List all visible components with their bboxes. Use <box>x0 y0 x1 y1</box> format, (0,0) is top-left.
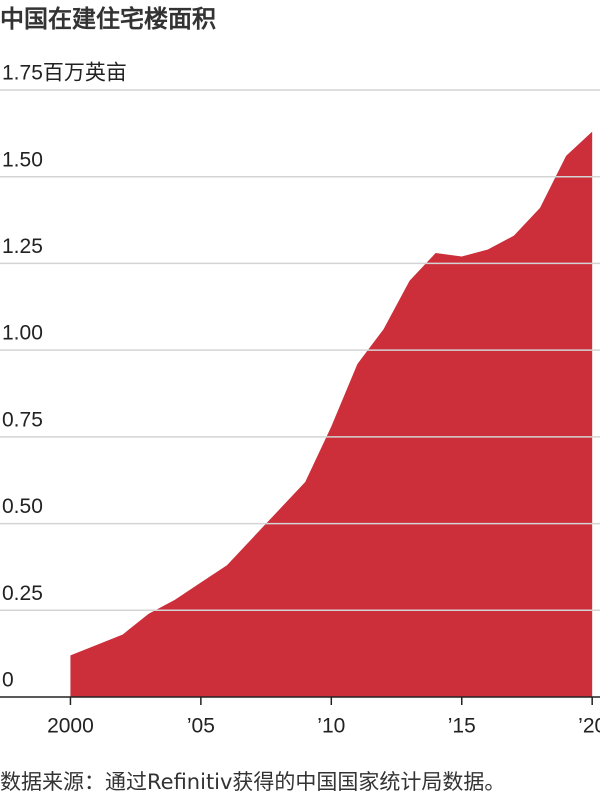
y-tick-label: 1.75百万英亩 <box>2 62 127 85</box>
x-tick-label: ’10 <box>317 715 345 738</box>
y-tick-label: 1.50 <box>2 148 43 171</box>
x-tick-label: ’15 <box>448 715 476 738</box>
y-tick-label: 0 <box>2 669 14 692</box>
x-tick-label: ’05 <box>187 715 215 738</box>
y-tick-label: 0.25 <box>2 582 43 605</box>
chart-title: 中国在建住宅楼面积 <box>0 5 216 33</box>
area <box>70 131 593 697</box>
y-tick-label: 0.75 <box>2 408 43 431</box>
y-tick-label: 1.25 <box>2 235 43 258</box>
y-tick-label: 1.00 <box>2 322 43 345</box>
source-note: 数据来源：通过Refinitiv获得的中国国家统计局数据。 <box>0 770 505 794</box>
x-tick-label: 2000 <box>47 715 94 738</box>
y-tick-label: 0.50 <box>2 495 43 518</box>
x-tick-label: ’20 <box>578 715 600 738</box>
